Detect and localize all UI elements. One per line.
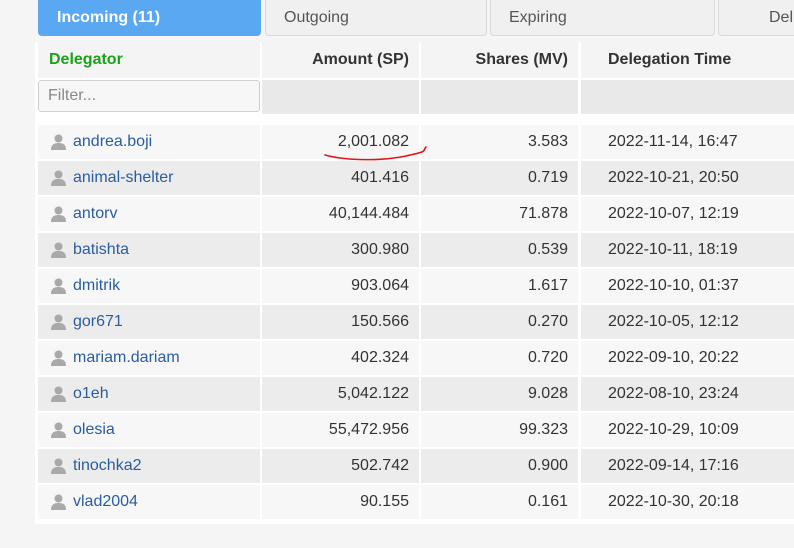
shares-cell: 9.028: [421, 377, 578, 411]
time-cell: 2022-08-10, 23:24: [581, 377, 794, 411]
delegator-cell: animal-shelter: [38, 161, 260, 195]
user-icon: [51, 458, 66, 474]
delegator-cell: o1eh: [38, 377, 260, 411]
delegator-link[interactable]: animal-shelter: [73, 169, 174, 186]
filter-row: [35, 80, 794, 114]
user-icon: [51, 278, 66, 294]
time-cell: 2022-10-29, 10:09: [581, 413, 794, 447]
shares-cell: 1.617: [421, 269, 578, 303]
shares-cell: 71.878: [421, 197, 578, 231]
delegator-cell: antorv: [38, 197, 260, 231]
table-row: olesia 55,472.956 99.323 2022-10-29, 10:…: [35, 413, 794, 449]
delegations-table: Delegator Amount (SP) Shares (MV) Delega…: [35, 42, 794, 524]
user-icon: [51, 134, 66, 150]
table-row: animal-shelter 401.416 0.719 2022-10-21,…: [35, 161, 794, 197]
delegator-cell: gor671: [38, 305, 260, 339]
tab-delegations[interactable]: Del: [718, 0, 794, 36]
user-icon: [51, 170, 66, 186]
shares-cell: 0.270: [421, 305, 578, 339]
time-cell: 2022-11-14, 16:47: [581, 125, 794, 159]
column-header-time[interactable]: Delegation Time: [581, 42, 794, 78]
delegator-link[interactable]: o1eh: [73, 385, 109, 402]
delegator-cell: vlad2004: [38, 485, 260, 519]
amount-cell: 55,472.956: [262, 413, 419, 447]
amount-cell: 903.064: [262, 269, 419, 303]
shares-cell: 0.161: [421, 485, 578, 519]
delegator-cell: olesia: [38, 413, 260, 447]
delegator-cell: batishta: [38, 233, 260, 267]
time-cell: 2022-09-14, 17:16: [581, 449, 794, 483]
delegator-link[interactable]: olesia: [73, 421, 115, 438]
table-row: antorv 40,144.484 71.878 2022-10-07, 12:…: [35, 197, 794, 233]
delegator-link[interactable]: vlad2004: [73, 493, 138, 510]
filter-cell-shares: [421, 80, 578, 114]
shares-cell: 99.323: [421, 413, 578, 447]
user-icon: [51, 350, 66, 366]
delegator-cell: mariam.dariam: [38, 341, 260, 375]
delegator-cell: dmitrik: [38, 269, 260, 303]
table-row: mariam.dariam 402.324 0.720 2022-09-10, …: [35, 341, 794, 377]
delegator-link[interactable]: andrea.boji: [73, 133, 153, 150]
table-row: gor671 150.566 0.270 2022-10-05, 12:12: [35, 305, 794, 341]
user-icon: [51, 206, 66, 222]
amount-cell: 150.566: [262, 305, 419, 339]
user-icon: [51, 494, 66, 510]
filter-cell-amount: [262, 80, 419, 114]
amount-cell: 502.742: [262, 449, 419, 483]
delegator-cell: andrea.boji: [38, 125, 260, 159]
time-cell: 2022-10-05, 12:12: [581, 305, 794, 339]
shares-cell: 0.719: [421, 161, 578, 195]
tab-bar: Incoming (11) Outgoing Expiring Del: [38, 0, 794, 36]
amount-cell: 2,001.082: [262, 125, 419, 159]
table-row: batishta 300.980 0.539 2022-10-11, 18:19: [35, 233, 794, 269]
column-header-shares[interactable]: Shares (MV): [421, 42, 578, 78]
delegator-link[interactable]: dmitrik: [73, 277, 121, 294]
table-row: dmitrik 903.064 1.617 2022-10-10, 01:37: [35, 269, 794, 305]
user-icon: [51, 242, 66, 258]
delegator-link[interactable]: batishta: [73, 241, 130, 258]
amount-cell: 90.155: [262, 485, 419, 519]
amount-cell: 300.980: [262, 233, 419, 267]
user-icon: [51, 314, 66, 330]
amount-cell: 402.324: [262, 341, 419, 375]
column-header-delegator[interactable]: Delegator: [38, 42, 260, 78]
time-cell: 2022-10-30, 20:18: [581, 485, 794, 519]
user-icon: [51, 422, 66, 438]
table-row: andrea.boji 2,001.082 3.583 2022-11-14, …: [35, 125, 794, 161]
table-row: tinochka2 502.742 0.900 2022-09-14, 17:1…: [35, 449, 794, 485]
shares-cell: 0.900: [421, 449, 578, 483]
shares-cell: 0.720: [421, 341, 578, 375]
table-body: andrea.boji 2,001.082 3.583 2022-11-14, …: [35, 125, 794, 521]
shares-cell: 3.583: [421, 125, 578, 159]
delegator-link[interactable]: tinochka2: [73, 457, 142, 474]
time-cell: 2022-10-11, 18:19: [581, 233, 794, 267]
delegator-link[interactable]: antorv: [73, 205, 118, 222]
delegator-cell: tinochka2: [38, 449, 260, 483]
tab-expiring[interactable]: Expiring: [490, 0, 715, 36]
tab-outgoing[interactable]: Outgoing: [265, 0, 487, 36]
delegator-link[interactable]: mariam.dariam: [73, 349, 180, 366]
time-cell: 2022-10-10, 01:37: [581, 269, 794, 303]
delegator-link[interactable]: gor671: [73, 313, 123, 330]
amount-cell: 401.416: [262, 161, 419, 195]
time-cell: 2022-09-10, 20:22: [581, 341, 794, 375]
table-row: vlad2004 90.155 0.161 2022-10-30, 20:18: [35, 485, 794, 521]
amount-cell: 40,144.484: [262, 197, 419, 231]
amount-cell: 5,042.122: [262, 377, 419, 411]
tab-incoming[interactable]: Incoming (11): [38, 0, 261, 36]
shares-cell: 0.539: [421, 233, 578, 267]
filter-input[interactable]: [38, 80, 260, 112]
column-header-amount[interactable]: Amount (SP): [262, 42, 419, 78]
time-cell: 2022-10-21, 20:50: [581, 161, 794, 195]
table-row: o1eh 5,042.122 9.028 2022-08-10, 23:24: [35, 377, 794, 413]
filter-cell-time: [581, 80, 794, 114]
time-cell: 2022-10-07, 12:19: [581, 197, 794, 231]
user-icon: [51, 386, 66, 402]
